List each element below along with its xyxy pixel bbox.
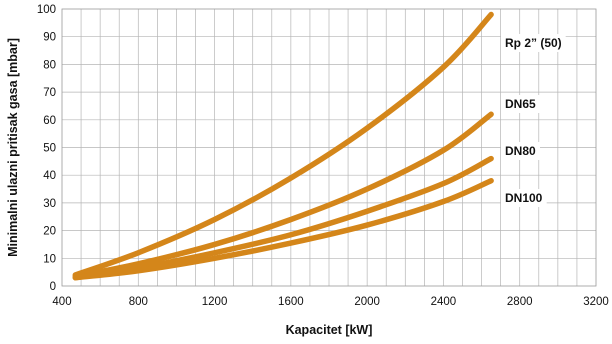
series-labels: Rp 2” (50) DN65 DN80 DN100 — [501, 34, 566, 207]
series-label-background — [501, 189, 547, 207]
y-tick-label: 100 — [37, 4, 56, 16]
series-label-background — [501, 95, 541, 113]
x-tick-label: 1600 — [278, 296, 304, 308]
x-tick-label: 3200 — [583, 296, 609, 308]
series-line — [72, 11, 494, 278]
y-tick-label: 40 — [43, 170, 56, 182]
y-tick-label: 90 — [43, 32, 56, 44]
series-label-background — [501, 34, 566, 52]
series-label: DN65 — [505, 97, 536, 111]
series-label: Rp 2” (50) — [505, 36, 562, 50]
y-tick-label: 30 — [43, 198, 56, 210]
y-tick-label: 10 — [43, 253, 56, 265]
series-lines — [72, 11, 494, 281]
y-tick-label: 20 — [43, 226, 56, 238]
y-tick-label: 0 — [50, 281, 56, 293]
x-tick-label: 2400 — [431, 296, 457, 308]
tick-labels: 0 10 20 30 40 50 60 70 80 90 100 400 800 1200 1600 2000… — [37, 4, 609, 308]
y-tick-label: 60 — [43, 115, 56, 127]
plot-frame — [61, 8, 597, 287]
x-tick-label: 2000 — [354, 296, 380, 308]
series-label: DN100 — [505, 191, 543, 205]
x-tick-label: 400 — [52, 296, 71, 308]
y-tick-label: 70 — [43, 87, 56, 99]
series-label-background — [501, 142, 541, 160]
x-axis-title: Kapacitet [kW] — [286, 323, 373, 337]
x-tick-label: 1200 — [202, 296, 228, 308]
x-tick-label: 800 — [129, 296, 148, 308]
series-line — [72, 177, 494, 281]
y-tick-label: 80 — [43, 59, 56, 71]
series-label: DN80 — [505, 144, 536, 158]
y-axis-title: Minimalni ulazni pritisak gasa [mbar] — [6, 38, 20, 257]
x-tick-label: 2800 — [507, 296, 533, 308]
series-line — [72, 111, 494, 280]
y-tick-label: 50 — [43, 143, 56, 155]
